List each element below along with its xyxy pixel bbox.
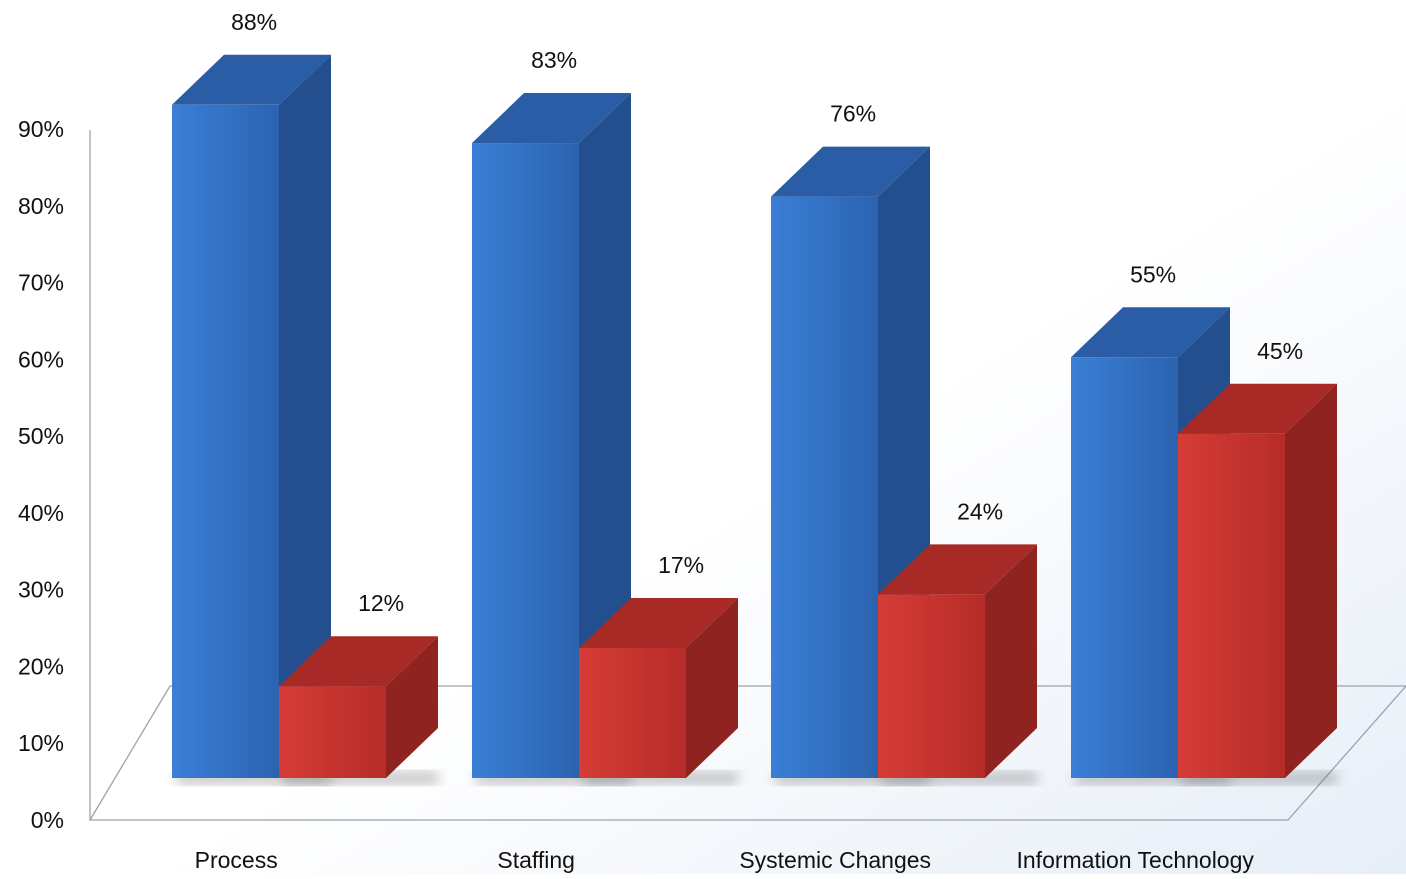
data-label: 45% [1257, 338, 1303, 364]
data-label: 76% [830, 101, 876, 127]
data-label: 83% [531, 47, 577, 73]
bar-side [1285, 383, 1337, 778]
bar-side [579, 93, 631, 779]
y-tick-label: 30% [18, 577, 64, 603]
bar [279, 686, 386, 778]
data-label: 24% [957, 498, 1003, 524]
bar [878, 594, 985, 778]
bar [771, 196, 878, 779]
bars [172, 54, 1337, 784]
x-tick-label: Systemic Changes [739, 847, 931, 873]
y-tick-label: 60% [18, 346, 64, 372]
bar-top [172, 54, 331, 105]
floor-outline [88, 685, 1406, 821]
chart-floor [88, 685, 1406, 821]
bar-side [985, 544, 1037, 778]
bar-top [1178, 383, 1337, 434]
data-labels: 88% 12% 83% 17% 76% 24% 55% 45% [231, 9, 1303, 616]
data-label: 88% [231, 9, 277, 35]
bar [172, 104, 279, 779]
bar [1071, 357, 1178, 778]
y-tick-label: 80% [18, 193, 64, 219]
bar [1178, 433, 1285, 778]
bar-side [279, 54, 331, 779]
y-tick-label: 70% [18, 270, 64, 296]
bar-side [686, 597, 738, 778]
y-tick-label: 90% [18, 116, 64, 142]
y-tick-label: 10% [18, 730, 64, 756]
bar [472, 143, 579, 779]
x-tick-label: Information Technology [1017, 847, 1255, 873]
y-tick-label: 50% [18, 423, 64, 449]
bar-top [771, 146, 930, 197]
bar-top [878, 544, 1037, 595]
bar-top [579, 597, 738, 648]
y-tick-label: 0% [31, 807, 64, 833]
bar-top [1071, 307, 1230, 358]
bar-top [279, 636, 438, 687]
data-label: 55% [1130, 261, 1176, 287]
bar [579, 647, 686, 778]
y-tick-label: 40% [18, 500, 64, 526]
x-tick-label: Process [195, 847, 278, 873]
bar-side [386, 636, 438, 778]
x-axis: Process Staffing Systemic Changes Informati… [195, 847, 1255, 873]
data-label: 17% [658, 552, 704, 578]
data-label: 12% [358, 590, 404, 616]
y-axis: 0% 10% 20% 30% 40% 50% 60% 70% 80% 90% [18, 116, 91, 833]
y-tick-label: 20% [18, 653, 64, 679]
bar-top [472, 93, 631, 144]
x-tick-label: Staffing [497, 847, 575, 873]
